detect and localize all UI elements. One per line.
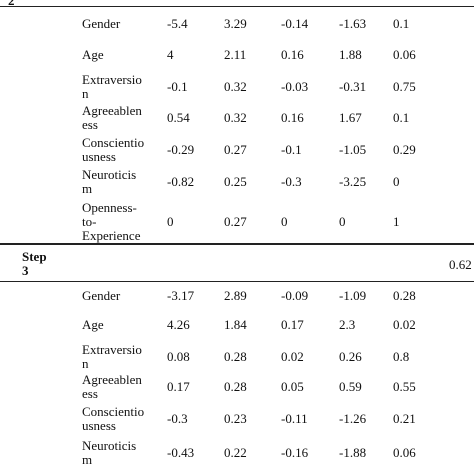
cell: -0.1 <box>281 142 302 157</box>
cell: 0.59 <box>339 379 362 394</box>
cell: 0 <box>393 174 400 189</box>
cell: 4.26 <box>167 317 190 332</box>
cell: 0.1 <box>393 110 410 125</box>
cell: 0.54 <box>167 110 190 125</box>
cell: 0.28 <box>393 288 416 303</box>
row-label: Age <box>82 47 104 62</box>
row-label: Extraversion <box>82 342 142 371</box>
row-label: Conscientiousness <box>82 135 145 164</box>
cell: 0.23 <box>224 411 247 426</box>
row-label: Gender <box>82 288 121 303</box>
cell: 0.28 <box>224 379 247 394</box>
cell: -0.11 <box>281 411 308 426</box>
cell: 2.3 <box>339 317 356 332</box>
cell: 0.27 <box>224 214 247 229</box>
cell: -1.05 <box>339 142 367 157</box>
cell: -3.25 <box>339 174 367 189</box>
cell: 1.88 <box>339 47 362 62</box>
step-label: 2 <box>8 0 15 8</box>
cell: 0.25 <box>224 174 247 189</box>
cell: 0.05 <box>281 379 304 394</box>
row-label: Agreeableness <box>82 372 142 401</box>
step-label: Step 3 <box>22 249 47 278</box>
cell: 0.06 <box>393 445 416 460</box>
cell: 0.02 <box>393 317 416 332</box>
cell: -0.29 <box>167 142 195 157</box>
cell: 0.75 <box>393 79 416 94</box>
cell: -0.31 <box>339 79 367 94</box>
cell: -3.17 <box>167 288 195 303</box>
r-squared: 0.62 <box>449 257 472 272</box>
cell: -0.16 <box>281 445 309 460</box>
rule <box>0 243 474 245</box>
cell: 0.29 <box>393 142 416 157</box>
cell: -0.1 <box>167 79 188 94</box>
cell: 4 <box>167 47 174 62</box>
cell: 0.27 <box>224 142 247 157</box>
cell: -0.09 <box>281 288 309 303</box>
cell: 0 <box>339 214 346 229</box>
row-label: Neuroticism <box>82 167 137 196</box>
cell: 0 <box>167 214 174 229</box>
row-label: Neuroticism <box>82 438 137 467</box>
cell: 2.11 <box>224 47 247 62</box>
rule <box>0 281 474 282</box>
cell: 0.16 <box>281 47 304 62</box>
cell: -1.63 <box>339 16 367 31</box>
cell: 1 <box>393 214 400 229</box>
cell: -0.14 <box>281 16 309 31</box>
cell: 0.1 <box>393 16 410 31</box>
cell: -1.88 <box>339 445 367 460</box>
cell: 2.89 <box>224 288 247 303</box>
cell: 3.29 <box>224 16 247 31</box>
row-label: Extraversion <box>82 72 142 101</box>
cell: 0.16 <box>281 110 304 125</box>
row-label: Openness-to-Experience <box>82 200 141 243</box>
cell: -0.3 <box>167 411 188 426</box>
rule <box>0 6 474 7</box>
cell: 0.55 <box>393 379 416 394</box>
cell: 1.67 <box>339 110 362 125</box>
row-label: Agreeableness <box>82 103 142 132</box>
cell: 0.06 <box>393 47 416 62</box>
cell: 0.17 <box>281 317 304 332</box>
cell: 0.17 <box>167 379 190 394</box>
cell: 0.32 <box>224 79 247 94</box>
cell: -0.03 <box>281 79 309 94</box>
row-label: Age <box>82 317 104 332</box>
row-label: Conscientiousness <box>82 404 145 433</box>
cell: -0.82 <box>167 174 195 189</box>
cell: 1.84 <box>224 317 247 332</box>
cell: 0.08 <box>167 349 190 364</box>
cell: 0.28 <box>224 349 247 364</box>
cell: 0.32 <box>224 110 247 125</box>
cell: 0 <box>281 214 288 229</box>
row-label: Gender <box>82 16 121 31</box>
cell: -0.43 <box>167 445 195 460</box>
cell: 0.02 <box>281 349 304 364</box>
cell: -1.09 <box>339 288 367 303</box>
cell: 0.22 <box>224 445 247 460</box>
cell: 0.21 <box>393 411 416 426</box>
cell: 0.26 <box>339 349 362 364</box>
cell: -0.3 <box>281 174 302 189</box>
cell: -1.26 <box>339 411 367 426</box>
cell: -5.4 <box>167 16 188 31</box>
cell: 0.8 <box>393 349 410 364</box>
